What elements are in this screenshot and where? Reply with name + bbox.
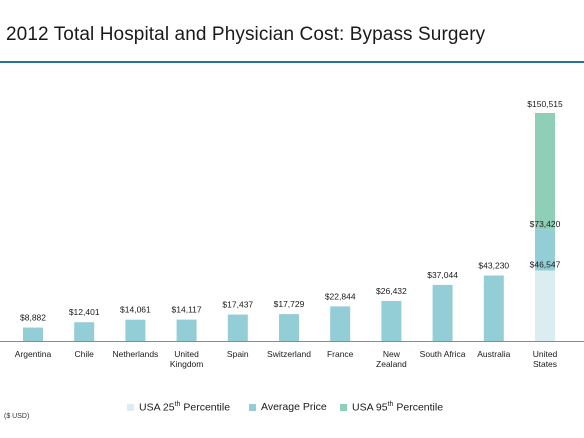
category-label-france: France [327, 349, 354, 359]
value-label-new-zealand: $26,432 [376, 286, 407, 296]
bar-united-states-average [535, 229, 555, 271]
category-label-netherlands: Netherlands [112, 349, 158, 359]
value-label-united-states-average: $73,420 [530, 219, 561, 229]
bar-south-africa [432, 284, 453, 341]
unit-note: ($ USD) [4, 413, 30, 420]
value-label-chile: $12,401 [69, 307, 100, 317]
value-label-spain: $17,437 [222, 300, 253, 310]
value-label-france: $22,844 [325, 291, 356, 301]
bar-france [330, 306, 351, 341]
bar-netherlands [125, 319, 146, 341]
category-label-chile: Chile [75, 349, 95, 359]
category-label-new-zealand: New Zealand [376, 349, 407, 369]
legend-label-average: Average Price [261, 401, 327, 413]
value-label-united-states-p25: $46,547 [530, 259, 561, 269]
value-label-netherlands: $14,061 [120, 305, 151, 315]
category-label-united-kingdom: United Kingdom [170, 349, 204, 369]
bar-new-zealand [381, 300, 402, 341]
legend-item-average: Average Price [249, 401, 327, 413]
value-label-united-states-p95: $150,515 [527, 99, 563, 109]
value-label-switzerland: $17,729 [274, 299, 305, 309]
bar-chile [74, 322, 95, 341]
bar-united-kingdom [176, 319, 197, 341]
title-rule [0, 61, 584, 63]
legend-item-p25: USA 25th Percentile [127, 401, 230, 414]
category-label-spain: Spain [227, 349, 249, 359]
legend-item-p95: USA 95th Percentile [340, 401, 443, 414]
bar-spain [227, 314, 248, 341]
legend-swatch-p95 [340, 403, 347, 411]
legend-label-p95: USA 95th Percentile [352, 401, 444, 414]
category-label-switzerland: Switzerland [267, 349, 311, 359]
legend-swatch-average [249, 403, 256, 411]
category-label-australia: Australia [477, 349, 510, 359]
category-label-argentina: Argentina [15, 349, 52, 359]
bar-australia [483, 275, 504, 341]
bar-united-states-p95 [535, 113, 555, 230]
legend-swatch-p25 [127, 403, 134, 411]
value-label-south-africa: $37,044 [427, 270, 458, 280]
value-label-australia: $43,230 [478, 261, 509, 271]
category-label-south-africa: South Africa [420, 349, 466, 359]
bar-argentina [23, 327, 43, 341]
chart-title: 2012 Total Hospital and Physician Cost: … [6, 24, 486, 45]
bar-united-states-p25 [535, 270, 555, 341]
value-label-united-kingdom: $14,117 [172, 305, 202, 315]
category-label-united-states: United States [533, 349, 558, 369]
value-label-argentina: $8,882 [20, 313, 46, 323]
bar-switzerland [279, 314, 299, 341]
legend-label-p25: USA 25th Percentile [139, 401, 231, 414]
